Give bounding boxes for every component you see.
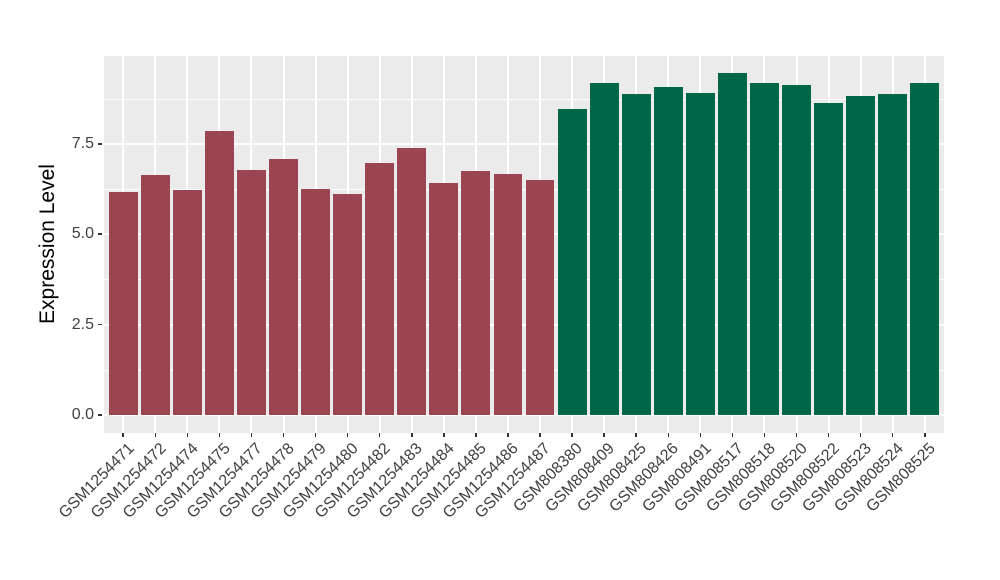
x-tick-mark xyxy=(571,433,573,437)
major-gridline xyxy=(104,413,944,416)
y-tick-label: 2.5 xyxy=(71,315,94,333)
bar xyxy=(429,183,459,415)
bar xyxy=(140,174,170,415)
x-tick-mark xyxy=(443,433,445,437)
y-axis-title: Expression Level xyxy=(36,164,59,324)
major-gridline xyxy=(104,323,944,326)
x-tick-mark xyxy=(282,433,285,437)
y-tick-mark xyxy=(98,323,102,326)
bar xyxy=(653,87,683,415)
bar xyxy=(557,109,587,415)
bar xyxy=(237,170,266,415)
bar xyxy=(333,194,363,415)
bar xyxy=(397,148,427,415)
bar xyxy=(750,83,779,415)
bar xyxy=(172,190,202,415)
y-tick-label: 7.5 xyxy=(71,134,94,152)
bar xyxy=(782,84,811,415)
x-tick-mark xyxy=(218,433,221,437)
bar xyxy=(717,73,747,415)
bar xyxy=(910,82,940,415)
minor-gridline xyxy=(104,279,944,281)
x-tick-mark xyxy=(924,433,926,437)
y-tick-mark xyxy=(98,233,102,235)
x-tick-mark xyxy=(346,433,349,437)
x-tick-mark xyxy=(475,433,477,437)
bar xyxy=(108,191,138,415)
minor-gridline xyxy=(104,369,944,371)
bar xyxy=(878,93,908,415)
x-tick-mark xyxy=(763,433,766,437)
x-tick-mark xyxy=(603,433,605,437)
x-tick-mark xyxy=(314,433,317,437)
bar xyxy=(461,170,491,415)
bar xyxy=(525,180,555,415)
x-tick-mark xyxy=(667,433,670,437)
bar xyxy=(493,173,523,415)
y-tick-label: 5.0 xyxy=(71,225,94,243)
bar xyxy=(814,102,843,415)
major-gridline xyxy=(104,233,944,236)
x-tick-mark xyxy=(411,433,413,437)
y-tick-mark xyxy=(98,143,102,145)
x-tick-mark xyxy=(507,433,509,437)
x-tick-mark xyxy=(154,433,157,437)
x-tick-mark xyxy=(122,433,124,437)
bar xyxy=(365,162,395,415)
x-tick-mark xyxy=(539,433,541,437)
bar xyxy=(589,83,619,415)
x-tick-mark xyxy=(859,433,862,437)
plot-panel xyxy=(104,56,944,433)
y-tick-mark xyxy=(98,414,102,416)
x-tick-mark xyxy=(186,433,189,437)
minor-gridline xyxy=(104,98,944,100)
x-tick-mark xyxy=(795,433,798,437)
major-gridline xyxy=(104,142,944,145)
bar xyxy=(846,95,876,415)
x-tick-mark xyxy=(827,433,830,437)
x-tick-mark xyxy=(250,433,253,437)
x-tick-mark xyxy=(378,433,381,437)
bar xyxy=(269,158,298,415)
x-tick-mark xyxy=(699,433,702,437)
x-tick-mark xyxy=(891,433,894,437)
minor-gridline xyxy=(104,189,944,191)
bar xyxy=(685,92,715,415)
bar xyxy=(301,189,331,415)
bar xyxy=(621,93,651,415)
bar xyxy=(204,130,234,415)
x-tick-mark xyxy=(731,433,734,437)
x-tick-mark xyxy=(635,433,637,437)
y-tick-label: 0.0 xyxy=(71,405,94,423)
